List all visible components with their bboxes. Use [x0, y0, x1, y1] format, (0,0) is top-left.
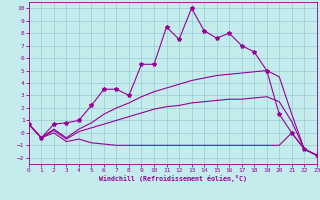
- X-axis label: Windchill (Refroidissement éolien,°C): Windchill (Refroidissement éolien,°C): [99, 175, 247, 182]
